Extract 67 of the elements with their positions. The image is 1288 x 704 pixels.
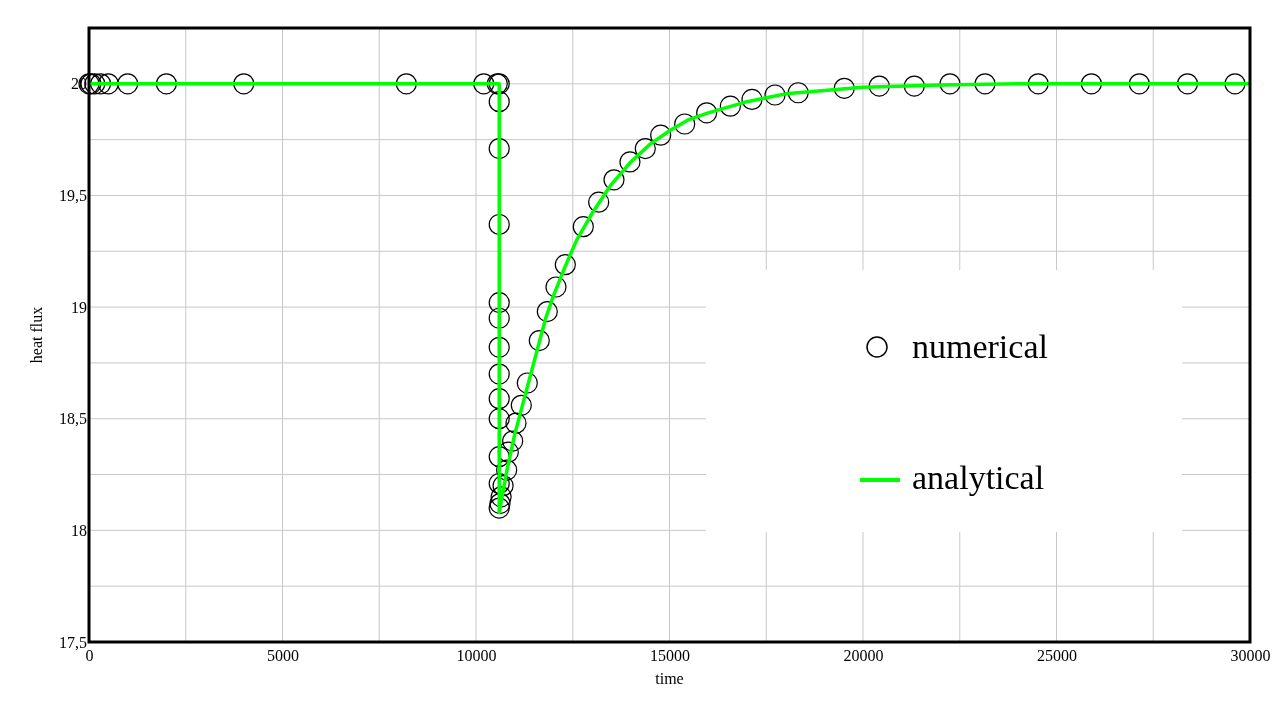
y-axis-title: heat flux <box>28 306 45 364</box>
point <box>650 124 672 146</box>
point <box>634 137 656 160</box>
point <box>155 73 177 95</box>
point <box>510 394 532 416</box>
point <box>488 292 510 314</box>
point <box>939 73 961 95</box>
point <box>764 84 786 106</box>
point <box>588 191 610 213</box>
point <box>90 73 112 95</box>
point <box>516 372 538 394</box>
point <box>603 169 625 191</box>
point <box>490 486 512 508</box>
point <box>619 151 641 173</box>
point <box>1027 73 1049 95</box>
point <box>488 137 510 160</box>
y-tick-label: 17,5 <box>59 633 87 651</box>
x-tick-label: 15000 <box>650 647 690 665</box>
point <box>833 77 855 99</box>
y-tick-label: 18,5 <box>59 410 87 428</box>
point <box>536 300 558 323</box>
point <box>696 102 718 124</box>
point <box>488 363 510 385</box>
point <box>488 408 510 430</box>
point <box>741 88 763 111</box>
legend-label: analytical <box>912 459 1045 497</box>
x-axis-title: time <box>655 670 684 687</box>
point <box>117 73 139 95</box>
point <box>868 75 890 97</box>
point <box>1176 73 1199 95</box>
point <box>97 73 119 95</box>
point <box>502 430 524 452</box>
point <box>545 276 567 298</box>
point <box>473 73 495 95</box>
point <box>488 91 510 113</box>
point <box>395 73 417 95</box>
x-tick-label: 5000 <box>267 647 299 665</box>
point <box>488 388 510 410</box>
point <box>787 82 809 104</box>
y-tick-label: 19 <box>71 298 87 316</box>
point <box>488 336 510 358</box>
point <box>1224 73 1246 95</box>
point <box>974 73 996 95</box>
point <box>488 497 510 519</box>
point <box>554 254 576 276</box>
x-tick-label: 20000 <box>843 647 884 665</box>
point <box>674 113 696 135</box>
point <box>1080 73 1102 95</box>
point <box>488 446 510 468</box>
point <box>505 412 527 434</box>
point <box>572 216 594 238</box>
x-tick-label: 25000 <box>1037 647 1077 665</box>
y-tick-label: 19,5 <box>59 187 87 205</box>
point <box>489 492 511 515</box>
point <box>488 213 510 236</box>
x-tick-label: 30000 <box>1230 647 1271 665</box>
point <box>528 330 550 352</box>
legend-label: numerical <box>912 328 1048 366</box>
point <box>488 307 510 329</box>
point <box>903 75 925 97</box>
x-tick-label: 10000 <box>456 647 497 665</box>
point <box>233 73 255 95</box>
point <box>496 459 518 481</box>
point <box>1128 73 1150 95</box>
y-tick-label: 18 <box>71 521 87 539</box>
point <box>719 95 741 117</box>
x-tick-label: 0 <box>85 647 94 665</box>
